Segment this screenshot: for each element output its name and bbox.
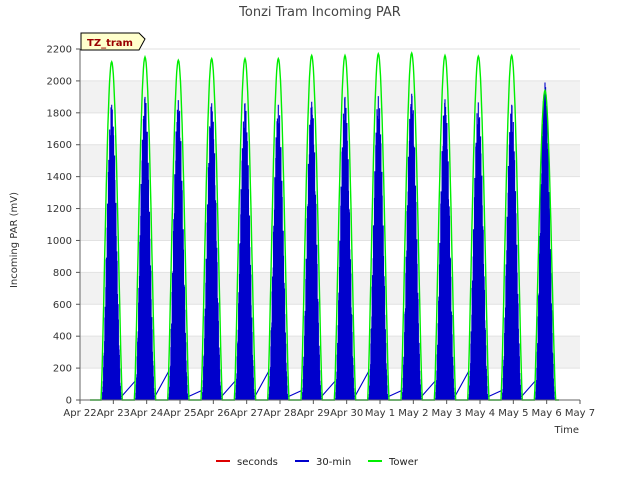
x-tick-label: May 3	[432, 408, 462, 419]
x-tick-label: Apr 25	[163, 408, 196, 419]
y-tick-label: 0	[66, 396, 72, 407]
y-tick-label: 2200	[47, 45, 72, 56]
y-tick-label: 2000	[47, 76, 72, 87]
y-tick-label: 800	[53, 268, 72, 279]
y-tick-label: 200	[53, 364, 72, 375]
series-30-min-line	[101, 82, 555, 400]
x-ticks: Apr 22 Apr 23 Apr 24 Apr 25 Apr 26 Apr 27 Apr …	[63, 400, 595, 419]
y-tick-label: 1400	[47, 172, 72, 183]
chart-title: Tonzi Tram Incoming PAR	[238, 5, 401, 20]
x-tick-label: Apr 27	[230, 408, 263, 419]
grid-band	[80, 208, 580, 241]
y-tick-label: 1200	[47, 204, 72, 215]
x-tick-label: May 4	[465, 408, 495, 419]
axes	[79, 49, 580, 401]
series-30-min	[101, 82, 555, 400]
x-tick-label: Apr 30	[330, 408, 363, 419]
grid-band	[80, 80, 580, 113]
y-axis-label: Incoming PAR (mV)	[9, 192, 20, 288]
y-tick-label: 600	[53, 300, 72, 311]
x-tick-label: May 6	[532, 408, 562, 419]
site-tag-label: TZ_tram	[87, 38, 133, 49]
x-tick-label: Apr 24	[130, 408, 163, 419]
site-tag-box	[80, 32, 146, 51]
x-tick-label: May 2	[398, 408, 428, 419]
y-tick-label: 1800	[47, 108, 72, 119]
y-tick-label: 1600	[47, 140, 72, 151]
x-tick-label: Apr 26	[197, 408, 230, 419]
x-tick-label: Apr 28	[263, 408, 296, 419]
legend-label-30-min: 30-min	[316, 457, 351, 468]
legend: seconds 30-min Tower	[216, 457, 419, 468]
grid-band	[80, 336, 580, 369]
x-tick-label: May 5	[498, 408, 528, 419]
grid-band	[80, 272, 580, 305]
legend-label-seconds: seconds	[237, 457, 278, 468]
y-tick-label: 1000	[47, 236, 72, 247]
site-tag: TZ_tram	[80, 32, 146, 51]
x-tick-label: Apr 23	[97, 408, 130, 419]
x-tick-label: Apr 22	[63, 408, 96, 419]
x-tick-label: May 1	[365, 408, 395, 419]
y-tick-label: 400	[53, 332, 72, 343]
x-tick-label: Apr 29	[297, 408, 330, 419]
y-ticks: 0 200 400 600 800 1000 1200 1400 1600 1800 2000 220…	[47, 45, 80, 407]
grid-band	[80, 144, 580, 177]
x-axis-label: Time	[554, 425, 579, 436]
x-tick-label: May 7	[565, 408, 595, 419]
legend-label-tower: Tower	[388, 457, 419, 468]
plot-background	[80, 49, 580, 400]
